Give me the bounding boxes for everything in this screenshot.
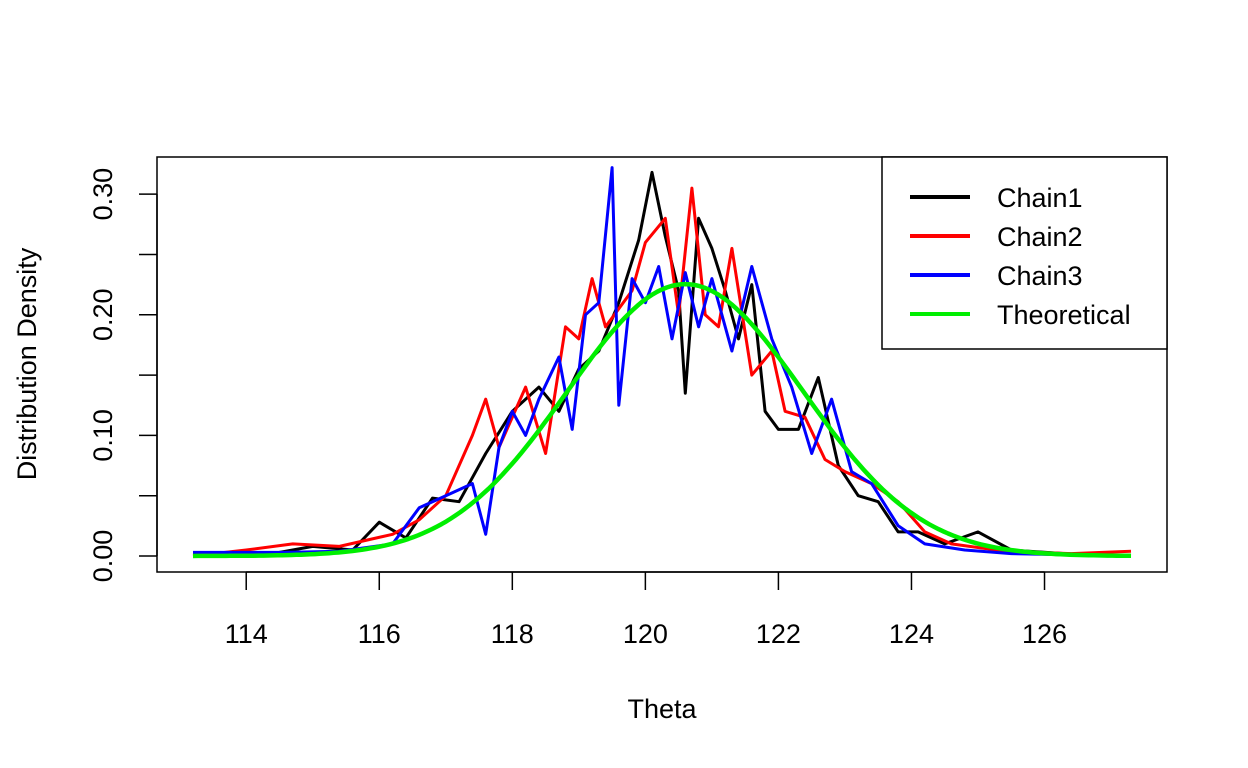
y-tick-label: 0.10 xyxy=(88,409,118,462)
x-tick-label: 114 xyxy=(225,619,268,649)
y-axis-label: Distribution Density xyxy=(12,247,42,480)
y-tick-label: 0.20 xyxy=(88,288,118,341)
legend-label-chain3: Chain3 xyxy=(997,261,1083,291)
x-tick-label: 124 xyxy=(889,619,934,649)
x-tick-label: 116 xyxy=(358,619,401,649)
x-tick-label: 126 xyxy=(1022,619,1067,649)
x-tick-label: 118 xyxy=(491,619,534,649)
x-axis-label: Theta xyxy=(627,694,697,724)
legend-label-chain2: Chain2 xyxy=(997,222,1083,252)
legend-label-chain1: Chain1 xyxy=(997,183,1083,213)
series-line-theoretical xyxy=(192,281,1131,559)
legend-box xyxy=(881,156,1168,350)
y-tick-label: 0.30 xyxy=(88,168,118,221)
x-tick-label: 122 xyxy=(756,619,801,649)
series-layer xyxy=(192,166,1132,559)
series-line-chain3 xyxy=(193,166,1132,558)
legend: Chain1 Chain2 Chain3 Theoretical xyxy=(881,156,1168,350)
y-axis: 0.00 0.10 0.20 0.30 xyxy=(88,168,158,583)
y-tick-label: 0.00 xyxy=(88,530,118,583)
x-tick-label: 120 xyxy=(623,619,668,649)
legend-label-theoretical: Theoretical xyxy=(997,300,1131,330)
x-axis: 114 116 118 120 122 124 126 xyxy=(225,571,1067,649)
